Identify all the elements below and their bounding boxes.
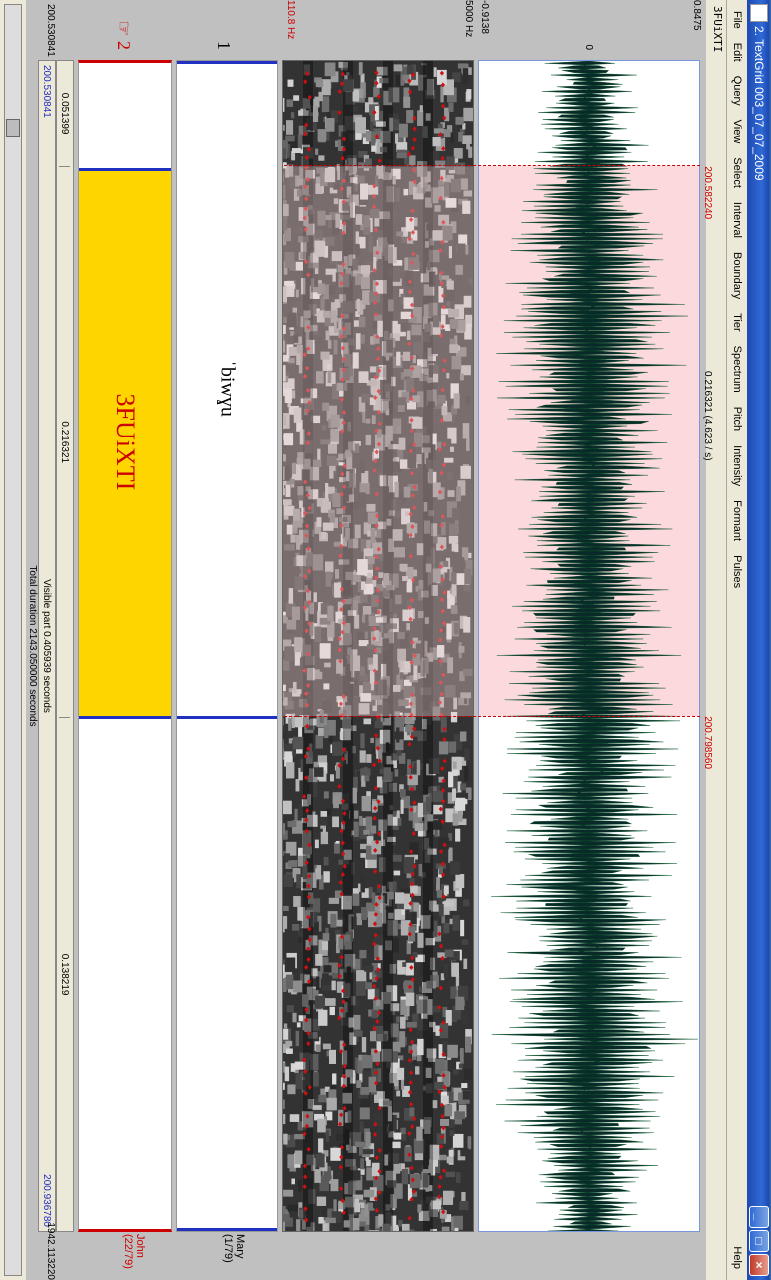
ruler-sel: 0.216321	[60, 166, 71, 718]
scrollbar-thumb[interactable]	[6, 119, 20, 136]
tier2-boundary-right[interactable]	[79, 716, 171, 719]
tier1-boundary-mid[interactable]	[177, 716, 277, 719]
tier1-number: 1	[213, 0, 234, 56]
title-bar: 2. TextGrid 003_07_07_2009 _ □ ×	[747, 0, 771, 1280]
waveform-svg	[479, 61, 699, 1231]
cursor-right-time: 200.798560	[702, 716, 713, 769]
spectrogram-svg	[283, 61, 473, 1231]
tier1-name: Mary(1/79)	[222, 1234, 246, 1278]
ruler-post: 0.138219	[60, 718, 71, 1231]
menu-formant[interactable]: Formant	[729, 493, 745, 548]
ruler-pre: 0.051399	[60, 61, 71, 166]
app-icon	[750, 4, 768, 22]
pitch-hz-label: 110.8 Hz	[285, 0, 296, 50]
menu-intensity[interactable]: Intensity	[729, 438, 745, 493]
close-button[interactable]: ×	[749, 1254, 769, 1276]
cursor-left-time: 200.582240	[702, 166, 713, 219]
amp-max-label: 0.8475	[691, 0, 702, 50]
amp-min-label: -0.9138	[479, 0, 490, 50]
selection-duration-label: 0.216321 (4.623 / s)	[702, 371, 713, 461]
menu-edit[interactable]: Edit	[729, 36, 745, 69]
menu-help[interactable]: Help	[729, 1239, 745, 1276]
minimize-button[interactable]: _	[749, 1206, 769, 1228]
menu-tier[interactable]: Tier	[729, 306, 745, 339]
total-right: 1942.113220	[45, 1222, 56, 1280]
menu-view[interactable]: View	[729, 113, 745, 151]
vis-label: Visible part 0.405939 seconds	[42, 122, 53, 1170]
amp-zero-label: 0	[583, 0, 594, 54]
freq-top-label: 5000 Hz	[463, 0, 474, 50]
menu-file[interactable]: File	[729, 4, 745, 36]
maximize-button[interactable]: □	[749, 1230, 769, 1252]
tier-1[interactable]: ˈbiwɣu	[176, 60, 278, 1232]
menu-interval[interactable]: Interval	[729, 195, 745, 245]
menu-bar: FileEditQueryViewSelectIntervalBoundaryT…	[726, 0, 747, 1280]
menu-select[interactable]: Select	[729, 150, 745, 195]
menu-pitch[interactable]: Pitch	[729, 400, 745, 438]
cursor-right-line[interactable]	[284, 716, 700, 717]
tier2-interval-text: 3FUiXTI	[110, 168, 140, 716]
horizontal-scrollbar[interactable]	[4, 4, 22, 1276]
tier2-name: John(22/79)	[122, 1234, 146, 1278]
total-left: 200.530841	[45, 4, 56, 57]
menu-spectrum[interactable]: Spectrum	[729, 339, 745, 400]
window-title: 2. TextGrid 003_07_07_2009	[752, 26, 766, 181]
cursor-left-line[interactable]	[284, 165, 700, 166]
menu-boundary[interactable]: Boundary	[729, 245, 745, 306]
vis-start: 200.530841	[42, 61, 53, 122]
tier1-boundary-end[interactable]	[177, 1228, 277, 1231]
total-duration-label: Total duration 2143.050000 seconds	[27, 60, 38, 1232]
spectrogram-panel[interactable]	[282, 60, 474, 1232]
tier1-interval-text: ˈbiwɣu	[216, 61, 239, 716]
waveform-panel[interactable]: 200.582240 200.798560 0.216321 (4.623 / …	[478, 60, 700, 1232]
editor-area: 0.8475 0 -0.9138 5000 Hz 110.8 Hz 1 ☞ 2 …	[26, 0, 706, 1280]
tier-2[interactable]: 3FUiXTI	[78, 60, 172, 1232]
time-ruler-visible[interactable]: 200.530841 Visible part 0.405939 seconds…	[38, 60, 56, 1232]
menu-query[interactable]: Query	[729, 69, 745, 113]
time-ruler-segments[interactable]: 0.051399 0.216321 0.138219	[56, 60, 74, 1232]
tier2-number: ☞ 2	[113, 0, 134, 56]
menu-pulses[interactable]: Pulses	[729, 548, 745, 595]
